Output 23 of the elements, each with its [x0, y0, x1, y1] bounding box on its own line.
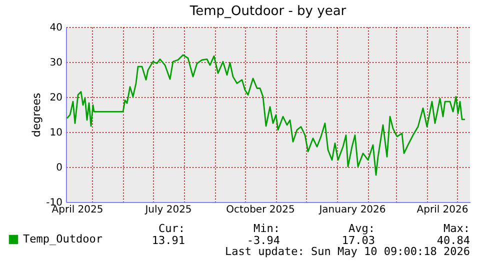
text: Cur: [158, 222, 185, 235]
y-tick-label: 30 [50, 58, 62, 68]
text: Last update: Sun May 10 09:00:18 2026 [224, 245, 470, 258]
text: Max: [444, 222, 470, 235]
y-tick-label: 10 [50, 128, 62, 138]
y-tick-label: 20 [50, 92, 62, 104]
text: 17.03 [342, 234, 375, 247]
x-tick-label: October 2025 [226, 204, 295, 216]
text: Avg: [348, 222, 375, 235]
y-axis-title: degrees [30, 92, 44, 138]
x-tick-label: April 2026 [416, 204, 468, 216]
chart-title: Temp_Outdoor - by year [188, 4, 347, 19]
legend-label: Temp_Outdoor [23, 232, 103, 246]
text: 40.84 [436, 234, 470, 247]
x-tick-label: July 2025 [144, 204, 192, 216]
x-tick-label: January 2026 [318, 204, 386, 216]
y-tick-label: 0 [56, 162, 62, 174]
y-tick-label: 40 [50, 22, 62, 34]
text: Min: [254, 222, 280, 235]
text: 13.91 [152, 234, 185, 247]
text: -3.94 [246, 234, 280, 247]
line-series [66, 54, 466, 176]
x-tick-label: April 2025 [52, 204, 104, 216]
